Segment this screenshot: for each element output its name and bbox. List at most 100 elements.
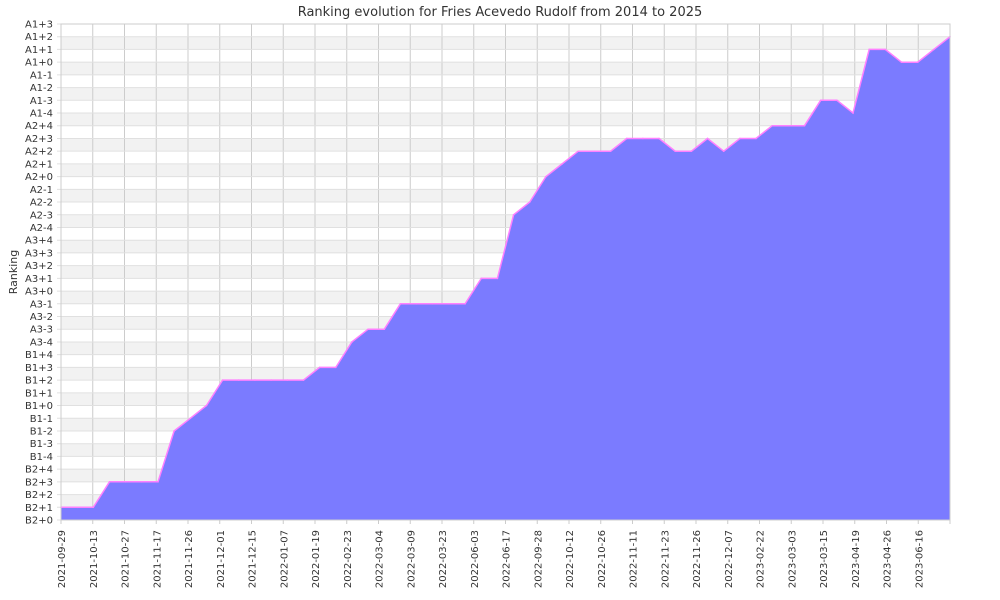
- data-point: [480, 277, 483, 280]
- data-point: [755, 137, 757, 140]
- y-tick-label: A3+4: [25, 236, 53, 247]
- data-point: [383, 328, 386, 331]
- data-point: [625, 137, 628, 140]
- y-tick-label: A2-1: [30, 185, 53, 196]
- y-tick-label: A3+0: [25, 287, 53, 298]
- data-point: [819, 99, 822, 102]
- x-tick-label: 2022-11-26: [692, 530, 703, 588]
- data-point: [254, 379, 256, 381]
- y-tick-label: B1+1: [25, 388, 53, 399]
- plot-border: [60, 23, 951, 521]
- x-tick-label: 2021-10-13: [89, 530, 100, 588]
- x-tick-label: 2023-03-03: [787, 530, 798, 588]
- x-tick-label: 2023-04-19: [851, 530, 862, 588]
- x-tick-label: 2022-06-03: [470, 530, 481, 588]
- data-point: [658, 137, 660, 140]
- y-tick-label: B1+4: [25, 350, 53, 361]
- y-tick-label: A3+3: [25, 248, 53, 259]
- data-point: [415, 302, 418, 305]
- data-point: [205, 404, 208, 407]
- y-tick-label: A2+4: [25, 121, 53, 132]
- y-tick-label: A1-2: [30, 83, 53, 94]
- data-point: [803, 124, 806, 127]
- data-point: [124, 481, 127, 483]
- data-point: [528, 201, 531, 203]
- y-axis-label: Ranking: [7, 250, 20, 295]
- x-tick-label: 2022-10-26: [597, 530, 608, 588]
- x-tick-label: 2022-09-28: [533, 530, 544, 588]
- y-tick-label: B2+1: [25, 503, 53, 514]
- x-tick-label: 2022-11-23: [660, 530, 671, 588]
- y-tick-label: A3-4: [30, 337, 53, 348]
- y-tick-label: B1-1: [30, 414, 53, 425]
- data-point: [771, 124, 773, 127]
- y-tick-label: B1-4: [30, 452, 53, 463]
- data-point: [238, 379, 240, 381]
- data-point: [351, 341, 353, 343]
- y-tick-label: A3+2: [25, 261, 53, 272]
- y-tick-label: A2-4: [30, 223, 53, 234]
- area-fill: [61, 36, 950, 520]
- data-point: [836, 99, 838, 102]
- x-tick-label: 2022-03-09: [406, 530, 417, 588]
- y-axis-ticks: B2+0 B2+1 B2+2 B2+3B2+4 B1-4 B1-3 B1-2B1-1 B1+0…: [25, 20, 53, 527]
- data-point: [690, 150, 693, 152]
- y-tick-label: A1-4: [30, 109, 53, 120]
- data-point: [577, 150, 580, 152]
- y-tick-label: B1+2: [25, 376, 53, 387]
- data-point: [868, 48, 870, 51]
- x-tick-label: 2022-01-19: [311, 530, 322, 588]
- data-point: [399, 302, 402, 305]
- data-point: [302, 379, 305, 381]
- data-point: [852, 112, 854, 114]
- y-tick-label: A1+1: [25, 45, 53, 56]
- y-tick-label: B1+0: [25, 401, 53, 412]
- x-tick-label: 2021-09-29: [57, 530, 68, 588]
- x-tick-label: 2022-01-07: [279, 530, 290, 588]
- x-tick-label: 2023-03-15: [819, 530, 830, 588]
- data-point: [108, 481, 111, 483]
- data-point: [593, 150, 596, 152]
- y-tick-label: A2-2: [30, 198, 53, 209]
- data-point: [221, 379, 224, 381]
- y-tick-label: A1+0: [25, 58, 53, 69]
- data-point: [512, 213, 515, 216]
- data-point: [722, 150, 725, 152]
- y-tick-label: A2+1: [25, 159, 53, 170]
- y-tick-label: A2+2: [25, 147, 53, 158]
- x-tick-label: 2022-06-17: [502, 530, 513, 588]
- data-point: [173, 430, 175, 432]
- data-point: [545, 175, 547, 178]
- data-point: [900, 61, 903, 63]
- x-tick-label: 2023-06-16: [914, 530, 925, 588]
- data-point: [76, 506, 78, 509]
- data-point: [189, 417, 192, 420]
- y-tick-label: B2+4: [25, 465, 53, 476]
- x-tick-label: 2022-03-23: [438, 530, 449, 588]
- y-tick-label: A2-3: [30, 210, 53, 221]
- y-tick-label: B2+3: [25, 477, 53, 488]
- y-tick-label: A3+1: [25, 274, 53, 285]
- data-point: [448, 302, 450, 305]
- series-line: [61, 36, 951, 509]
- data-point: [674, 150, 677, 152]
- x-tick-label: 2021-12-01: [216, 530, 227, 588]
- chart-title: Ranking evolution for Fries Acevedo Rudo…: [298, 5, 703, 20]
- x-tick-label: 2022-02-23: [343, 530, 354, 588]
- x-tick-label: 2021-11-26: [184, 530, 195, 588]
- data-point: [561, 163, 563, 165]
- data-point: [270, 379, 272, 381]
- data-point: [933, 48, 935, 51]
- data-point: [706, 137, 709, 140]
- data-point: [334, 366, 337, 369]
- data-point: [286, 379, 289, 381]
- area-series: [60, 23, 951, 521]
- data-point: [739, 137, 741, 140]
- data-point: [916, 61, 919, 63]
- y-tick-label: A3-1: [30, 299, 53, 310]
- x-tick-label: 2022-11-11: [629, 530, 640, 588]
- x-tick-label: 2021-10-27: [121, 530, 132, 588]
- data-point: [141, 481, 143, 483]
- data-point: [884, 48, 887, 51]
